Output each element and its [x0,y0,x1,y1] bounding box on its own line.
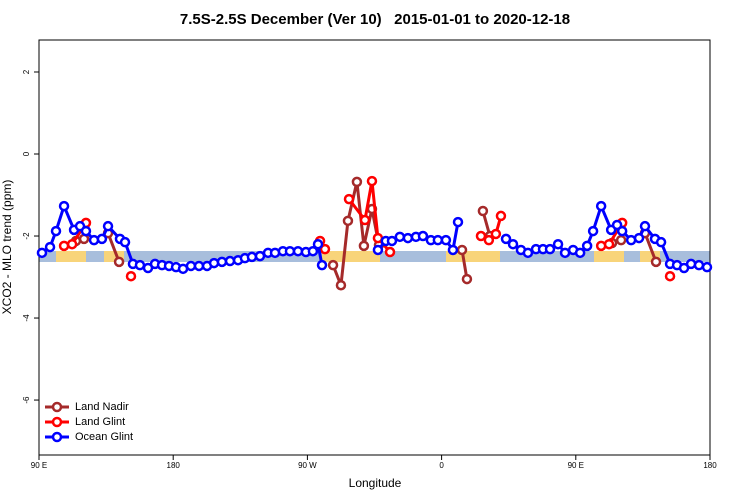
land-band [640,251,660,262]
data-point [581,240,593,252]
land-band [104,251,124,262]
data-point [319,243,331,255]
data-point [224,255,236,267]
data-point [432,234,444,246]
y-tick-label: 2 [22,69,31,74]
data-point [342,215,354,227]
data-point [66,238,78,250]
data-point [185,260,197,272]
data-point [544,243,556,255]
data-point [96,233,108,245]
data-point [559,247,571,259]
data-point [358,240,370,252]
legend: Land Nadir Land Glint Ocean Glint [45,401,133,443]
chart-title: 7.5S-2.5S December (Ver 10) 2015-01-01 t… [180,11,570,28]
data-point [456,244,468,256]
data-point [359,214,371,226]
data-point [316,259,328,271]
land-band [56,251,86,262]
data-point [633,232,645,244]
legend-marker [51,401,63,413]
data-point [477,205,489,217]
data-point [440,234,452,246]
y-tick-label: -6 [22,396,31,404]
x-tick-label: 180 [167,461,181,470]
data-point [616,225,628,237]
legend-label: Land Glint [75,416,125,428]
data-point [134,259,146,271]
x-tick-label: 0 [439,461,444,470]
data-point [386,235,398,247]
x-tick-label: 180 [703,461,717,470]
data-point [447,244,459,256]
data-point [80,225,92,237]
data-point [58,240,70,252]
data-point [639,220,651,232]
data-point [701,261,713,273]
y-axis-label: XCO2 - MLO trend (ppm) [0,180,14,315]
x-tick-label: 90 E [568,461,584,470]
data-point [193,260,205,272]
data-point [495,210,507,222]
data-point [402,232,414,244]
data-point [113,256,125,268]
data-point [102,220,114,232]
data-point [483,234,495,246]
data-point [693,259,705,271]
data-point [384,246,396,258]
land-band [322,251,380,262]
y-tick-label: -2 [22,232,31,240]
legend-marker [51,416,63,428]
legend-label: Land Nadir [75,401,129,413]
data-point [664,270,676,282]
data-point [507,238,519,250]
data-point [50,225,62,237]
data-point [522,247,534,259]
data-point [587,225,599,237]
data-point [44,241,56,253]
data-point [216,256,228,268]
x-axis-label: Longitude [349,476,402,490]
x-tick-label: 90 W [298,461,317,470]
data-point [595,200,607,212]
data-point [58,200,70,212]
data-point [307,245,319,257]
y-tick-label: 0 [22,151,31,156]
legend-label: Ocean Glint [75,431,133,443]
land-band [446,251,500,262]
data-point [490,228,502,240]
x-tick-label: 90 E [31,461,47,470]
data-point [417,230,429,242]
data-point [246,251,258,263]
data-point [394,231,406,243]
data-point [351,176,363,188]
data-point [335,279,347,291]
data-point [343,193,355,205]
data-point [552,238,564,250]
data-point [650,256,662,268]
data-point [452,216,464,228]
data-point [125,270,137,282]
data-point [36,247,48,259]
data-point [655,236,667,248]
data-point [366,175,378,187]
legend-marker [51,431,63,443]
land-band [594,251,624,262]
plot-frame [38,39,711,456]
data-point [284,245,296,257]
data-point [603,238,615,250]
data-point [312,238,324,250]
data-point [254,250,266,262]
data-point [327,259,339,271]
data-point [574,247,586,259]
data-point [372,244,384,256]
data-point [615,234,627,246]
data-point [461,273,473,285]
data-point [119,236,131,248]
land-ocean-band [39,251,710,262]
data-point [500,233,512,245]
data-point [475,230,487,242]
y-tick-label: -4 [22,314,31,322]
